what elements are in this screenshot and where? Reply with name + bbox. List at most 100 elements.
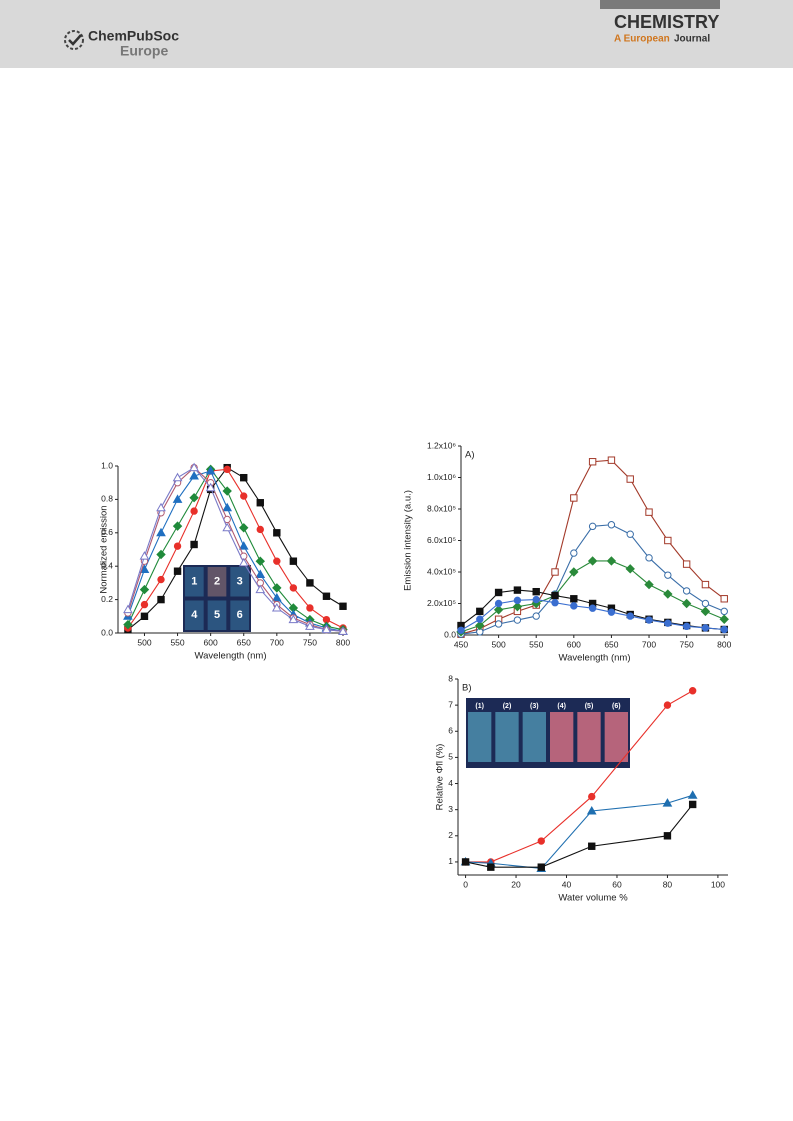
inset-label: 4 — [191, 609, 198, 621]
data-point — [494, 588, 503, 597]
y-tick-label: 0.2 — [101, 594, 113, 604]
data-point — [588, 458, 597, 466]
data-point — [570, 602, 578, 610]
panel-label: B) — [462, 683, 472, 694]
y-tick-label: 0.6 — [101, 527, 113, 537]
inset-label: (3) — [530, 703, 539, 710]
y-axis-label: Normalized emission — [99, 505, 110, 593]
x-tick-label: 650 — [237, 637, 251, 647]
data-point — [551, 568, 559, 576]
inset-cell — [468, 712, 492, 762]
data-point — [720, 607, 728, 616]
data-point — [688, 687, 697, 695]
data-point — [701, 599, 710, 608]
data-point — [172, 472, 183, 482]
data-point — [189, 471, 199, 480]
data-point — [626, 530, 634, 538]
data-point — [156, 527, 166, 537]
data-point — [172, 494, 183, 503]
data-point — [606, 556, 617, 566]
inset-cell — [495, 712, 519, 762]
data-point — [239, 523, 249, 533]
data-point — [289, 584, 298, 592]
x-tick-label: 100 — [711, 879, 725, 889]
y-tick-label: 4 — [448, 778, 453, 788]
x-tick-label: 450 — [454, 639, 468, 649]
inset-cell — [230, 567, 249, 597]
y-tick-label: 6.0x10⁵ — [427, 535, 456, 545]
x-tick-label: 800 — [717, 639, 731, 649]
data-point — [513, 586, 522, 594]
data-point — [173, 542, 182, 550]
data-point — [156, 549, 166, 560]
data-point — [321, 624, 332, 634]
data-point — [289, 557, 298, 565]
x-axis-label: Wavelength (nm) — [195, 651, 267, 662]
data-point — [494, 620, 503, 628]
y-tick-label: 5 — [448, 752, 453, 762]
data-point — [140, 600, 149, 609]
journal-sub: Journal — [674, 34, 710, 45]
data-point — [140, 612, 149, 620]
publisher-sub: Europe — [120, 43, 168, 59]
data-point — [664, 571, 672, 579]
inset-label: 6 — [237, 609, 243, 621]
inset-label: (4) — [557, 703, 566, 710]
data-point — [172, 521, 183, 531]
journal-title: CHEMISTRY — [614, 12, 719, 32]
data-point — [190, 507, 198, 515]
data-point — [494, 599, 503, 608]
y-tick-label: 1.0 — [101, 460, 113, 470]
data-point — [256, 525, 264, 534]
y-tick-label: 2.0x10⁵ — [427, 598, 456, 608]
data-point — [663, 832, 672, 840]
x-tick-label: 20 — [511, 879, 521, 889]
x-tick-label: 500 — [492, 639, 506, 649]
data-point — [700, 606, 711, 617]
data-point — [587, 556, 598, 566]
data-point — [720, 625, 728, 634]
data-point — [189, 493, 199, 503]
data-point — [588, 842, 596, 850]
y-tick-label: 4.0x10⁵ — [427, 566, 456, 576]
x-axis-label: Wavelength (nm) — [559, 653, 631, 664]
data-point — [139, 551, 150, 560]
y-tick-label: 0.4 — [101, 560, 113, 570]
data-point — [157, 595, 165, 604]
data-point — [271, 602, 282, 612]
x-tick-label: 550 — [170, 637, 184, 647]
y-tick-label: 6 — [448, 726, 453, 736]
logo-icon — [64, 30, 84, 50]
series-line — [127, 470, 344, 632]
data-point — [687, 790, 698, 799]
data-point — [663, 701, 672, 709]
inset-label: 2 — [214, 576, 220, 588]
data-point — [532, 595, 540, 604]
data-point — [719, 614, 729, 624]
data-point — [487, 863, 495, 871]
data-point — [625, 564, 635, 574]
data-point — [663, 589, 673, 599]
x-tick-label: 80 — [663, 879, 673, 889]
data-point — [588, 522, 597, 531]
x-tick-label: 800 — [336, 637, 350, 647]
data-point — [645, 554, 653, 562]
y-axis-label: Relative Φfl (%) — [435, 744, 446, 811]
data-point — [305, 621, 315, 630]
x-tick-label: 650 — [604, 639, 618, 649]
inset-label: 3 — [237, 576, 243, 588]
data-point — [271, 592, 282, 602]
data-point — [570, 595, 578, 603]
data-point — [255, 569, 266, 579]
data-point — [664, 536, 672, 545]
data-point — [644, 579, 654, 590]
inset-label: (2) — [503, 703, 512, 710]
x-tick-label: 700 — [642, 639, 656, 649]
data-point — [645, 616, 653, 624]
x-tick-label: 600 — [567, 639, 581, 649]
x-tick-label: 500 — [137, 637, 151, 647]
data-point — [662, 798, 673, 807]
data-point — [626, 612, 634, 620]
data-point — [157, 575, 165, 584]
